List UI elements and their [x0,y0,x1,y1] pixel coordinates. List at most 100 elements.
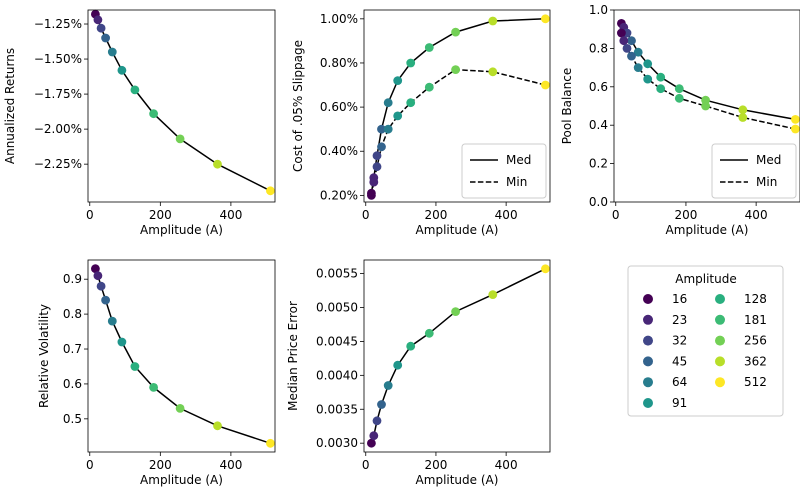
data-point [656,84,666,94]
axes-frame [87,9,276,203]
data-point [175,134,185,144]
data-point [117,65,127,75]
y-tick-label: 0.0 [589,195,608,209]
x-tick-label: 200 [149,208,172,222]
data-point [622,44,632,53]
y-tick-label: 0.2 [589,157,608,171]
y-axis-label: Median Price Error [286,301,300,411]
y-tick-label: −1.25% [34,17,82,31]
data-point [93,15,103,25]
data-point [96,281,106,291]
data-point [130,85,140,95]
y-tick-label: 0.6 [63,377,82,391]
data-point [149,109,159,119]
y-tick-label: −1.75% [34,87,82,101]
series-line-min [620,32,796,130]
y-tick-label: 0.0045 [316,334,358,348]
data-point [377,142,386,152]
y-tick-label: −2.25% [34,157,82,171]
data-point [107,47,117,57]
data-point [791,115,800,124]
y-tick-label: 0.0055 [316,267,358,281]
y-tick-label: −2.00% [34,122,82,136]
chart-price_error: 0 200 400 0.0030 0.0035 0.0040 0.0045 0.0050 0.0… [286,259,551,487]
x-tick-label: 0 [86,208,94,222]
data-point [674,93,684,103]
data-point [266,186,275,196]
legend-label-min: Min [506,175,527,189]
y-tick-label: 0.80% [320,56,358,70]
series-legend: Med Min [461,143,547,199]
x-axis-label: Amplitude (A) [666,223,749,237]
legend-swatch [643,335,653,346]
data-point [393,76,403,85]
legend-swatch [643,377,653,388]
data-point [619,36,629,46]
data-point [372,151,382,161]
x-axis-label: Amplitude (A) [416,223,499,237]
data-point [633,47,643,57]
data-point [175,404,185,413]
x-axis-label: Amplitude (A) [416,473,499,487]
data-point [617,28,626,38]
data-point [117,337,127,347]
legend-swatch [643,314,653,325]
data-point [393,360,403,370]
amplitude-legend: Amplitude 16 23 32 45 64 91 128 181 256 362 512 [627,265,784,417]
x-axis-label: Amplitude (A) [140,473,223,487]
data-point [541,14,550,24]
data-point [406,98,416,108]
data-point [101,33,110,43]
legend-entry-label: 512 [744,375,767,389]
legend-entry-label: 128 [744,292,767,306]
y-axis-label: Annualized Returns [3,48,17,164]
legend-swatch [643,356,653,367]
data-point [541,80,550,90]
y-axis-label: Relative Volatility [37,304,51,408]
data-point [738,105,748,115]
data-point [627,51,636,61]
x-tick-label: 0 [86,458,94,472]
legend-swatch [715,294,725,304]
data-point [383,98,393,108]
data-point [372,162,382,172]
data-point [656,72,666,82]
data-point [406,341,416,351]
data-point [377,124,386,134]
data-point [91,264,100,274]
x-tick-label: 400 [219,458,242,472]
data-point [643,74,653,84]
series-legend-frame [711,143,797,199]
data-point [424,328,434,338]
chart-volatility: 0 200 400 0.5 0.6 0.7 0.8 0.9 Amplitude (A) Relat… [37,259,276,487]
x-tick-label: 0 [612,208,620,222]
data-point [541,264,550,274]
amplitude-legend-entries: 16 23 32 45 64 91 128 181 256 362 512 [643,292,767,410]
data-point [393,111,403,121]
legend-entry-label: 91 [672,396,687,410]
data-point [367,438,376,448]
x-tick-label: 0 [362,458,370,472]
data-point [369,177,379,187]
chart-pool: 0 200 400 0.0 0.2 0.4 0.6 0.8 1.0 Amplitude (A) Po… [560,3,800,237]
y-tick-label: 0.7 [63,342,82,356]
chart-returns: 0 200 400 −1.25% −1.50% −1.75% −2.00% −2.25% Amp… [3,9,276,237]
data-point [738,113,748,122]
legend-swatch [715,377,725,388]
y-tick-label: 0.0035 [316,402,358,416]
data-point [643,59,653,69]
y-tick-label: 0.20% [320,188,358,202]
data-point [130,362,140,371]
data-point [424,43,434,52]
x-tick-label: 400 [495,208,518,222]
legend-label-med: Med [756,153,781,167]
chart-slippage: 0 200 400 0.20% 0.40% 0.60% 0.80% 1.00% Amplitud… [291,9,551,237]
legend-swatch [715,335,725,346]
data-point [633,63,643,72]
legend-swatch [643,398,653,408]
data-point [451,307,460,316]
y-tick-label: 0.60% [320,100,358,114]
x-tick-label: 400 [495,458,518,472]
y-tick-label: 0.40% [320,144,358,158]
